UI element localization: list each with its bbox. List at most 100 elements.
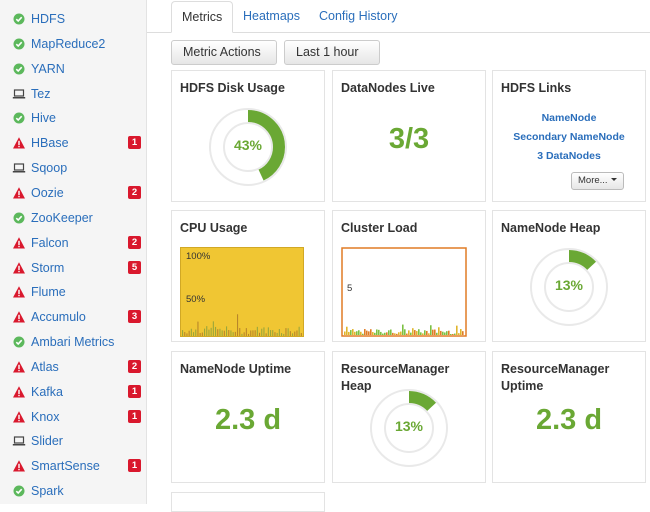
cpu-sample-bar	[239, 328, 241, 336]
widget-datanodes-live[interactable]: DataNodes Live 3/3	[332, 70, 486, 202]
cpu-sample-bar	[208, 329, 210, 336]
cpu-sample-bar	[197, 321, 199, 336]
load-sample-bar	[368, 331, 370, 335]
widget-title: CPU Usage	[180, 221, 248, 235]
load-sample-bar	[354, 331, 356, 335]
sidebar-item-flume[interactable]: Flume	[0, 280, 147, 304]
warning-triangle-icon	[13, 311, 25, 323]
sidebar-item-slider[interactable]: Slider	[0, 429, 147, 453]
check-circle-icon	[13, 212, 25, 224]
sidebar-item-knox[interactable]: Knox 1	[0, 405, 147, 429]
metric-actions-dropdown[interactable]: Metric Actions	[171, 40, 277, 77]
warning-triangle-icon	[13, 236, 25, 249]
load-sample-bar	[444, 332, 446, 335]
widget-title: HDFS Links	[501, 81, 572, 95]
sidebar-item-smartsense[interactable]: SmartSense 1	[0, 454, 147, 478]
time-range-dropdown[interactable]: Last 1 hour	[284, 40, 380, 77]
widget-resourcemanager-heap[interactable]: ResourceManager Heap 13%	[332, 351, 486, 483]
tab-metrics[interactable]: Metrics	[171, 1, 234, 33]
alert-count-badge[interactable]: 1	[128, 384, 141, 398]
cpu-sample-bar	[281, 333, 283, 336]
cpu-sample-bar	[265, 333, 267, 336]
sidebar-item-mapreduce2[interactable]: MapReduce2	[0, 32, 147, 56]
alert-count-badge[interactable]: 1	[128, 409, 141, 423]
load-sample-bar	[376, 329, 378, 335]
sidebar-item-hdfs[interactable]: HDFS	[0, 7, 147, 31]
sidebar-item-sqoop[interactable]: Sqoop	[0, 156, 147, 180]
cpu-sample-bar	[237, 314, 239, 336]
alert-count-badge[interactable]: 2	[128, 185, 141, 199]
cpu-sample-bar	[267, 327, 269, 336]
load-sample-bar	[348, 331, 350, 335]
datanodes-link[interactable]: 3 DataNodes	[537, 150, 601, 162]
load-sample-bar	[442, 331, 444, 335]
load-sample-bar	[428, 333, 430, 335]
cpu-sample-bar	[285, 328, 287, 336]
alert-count-badge[interactable]: 2	[128, 235, 141, 249]
cpu-sample-bar	[296, 330, 298, 336]
namenode-link[interactable]: NameNode	[541, 112, 597, 124]
cpu-50-label: 50%	[186, 294, 206, 305]
cpu-sample-bar	[232, 332, 234, 336]
namenode-heap-donut	[530, 248, 608, 326]
warning-triangle-icon	[13, 286, 25, 298]
sidebar-item-atlas[interactable]: Atlas 2	[0, 355, 147, 379]
alert-count-badge[interactable]: 2	[128, 359, 141, 373]
cpu-sample-bar	[212, 321, 214, 336]
widget-namenode-heap[interactable]: NameNode Heap 13%	[492, 210, 646, 342]
sidebar-item-label: Atlas	[31, 359, 59, 374]
load-sample-bar	[360, 331, 362, 335]
sidebar-item-hbase[interactable]: HBase 1	[0, 131, 147, 155]
cpu-sample-bar	[278, 329, 280, 336]
sidebar-item-zookeeper[interactable]: ZooKeeper	[0, 206, 147, 230]
load-sample-bar	[458, 333, 460, 335]
load-sample-bar	[366, 330, 368, 335]
sidebar-item-label: Sqoop	[31, 161, 68, 176]
sidebar-item-oozie[interactable]: Oozie 2	[0, 181, 147, 205]
widget-hdfs-disk-usage[interactable]: HDFS Disk Usage 43%	[171, 70, 325, 202]
tab-heatmaps[interactable]: Heatmaps	[243, 9, 300, 23]
load-sample-bar	[406, 333, 408, 335]
load-sample-bar	[382, 333, 384, 335]
cpu-sample-bar	[234, 331, 236, 336]
load-sample-bar	[434, 329, 436, 335]
widget-namenode-uptime[interactable]: NameNode Uptime 2.3 d	[171, 351, 325, 483]
alert-count-badge[interactable]: 1	[128, 459, 141, 473]
sidebar-item-hive[interactable]: Hive	[0, 106, 147, 130]
more-dropdown[interactable]: More...	[571, 172, 624, 190]
alert-count-badge[interactable]: 5	[128, 260, 141, 274]
alert-count-badge[interactable]: 3	[128, 310, 141, 324]
cpu-sample-bar	[256, 326, 258, 336]
cpu-sample-bar	[283, 333, 285, 336]
load-sample-bar	[386, 332, 388, 335]
load-sample-bar	[384, 332, 386, 335]
load-sample-bar	[432, 329, 434, 335]
load-sample-bar	[462, 331, 464, 335]
tab-config-history[interactable]: Config History	[319, 9, 398, 23]
alert-count-badge[interactable]: 1	[128, 136, 141, 150]
sidebar-item-tez[interactable]: Tez	[0, 82, 147, 106]
load-sample-bar	[390, 329, 392, 335]
sidebar-item-label: Accumulo	[31, 310, 86, 325]
sidebar-item-yarn[interactable]: YARN	[0, 57, 147, 81]
sidebar-item-spark[interactable]: Spark	[0, 479, 147, 503]
sidebar-item-ambari-metrics[interactable]: Ambari Metrics	[0, 330, 147, 354]
cpu-sample-bar	[221, 330, 223, 336]
sidebar-item-storm[interactable]: Storm 5	[0, 256, 147, 280]
widget-cluster-load[interactable]: Cluster Load 5	[332, 210, 486, 342]
check-circle-icon	[13, 485, 25, 497]
sidebar-item-accumulo[interactable]: Accumulo 3	[0, 305, 147, 329]
sidebar-item-falcon[interactable]: Falcon 2	[0, 231, 147, 255]
sidebar-item-label: Slider	[31, 434, 63, 449]
cpu-sample-bar	[241, 333, 243, 336]
secondary-namenode-link[interactable]: Secondary NameNode	[513, 131, 625, 143]
widget-resourcemanager-uptime[interactable]: ResourceManager Uptime 2.3 d	[492, 351, 646, 483]
load-sample-bar	[402, 324, 404, 335]
cluster-load-label: 5	[347, 283, 352, 294]
widget-cpu-usage[interactable]: CPU Usage 100% 50%	[171, 210, 325, 342]
sidebar-item-label: ZooKeeper	[31, 210, 93, 225]
load-sample-bar	[424, 330, 426, 335]
sidebar-item-kafka[interactable]: Kafka 1	[0, 380, 147, 404]
load-sample-bar	[364, 329, 366, 335]
load-sample-bar	[404, 329, 406, 335]
